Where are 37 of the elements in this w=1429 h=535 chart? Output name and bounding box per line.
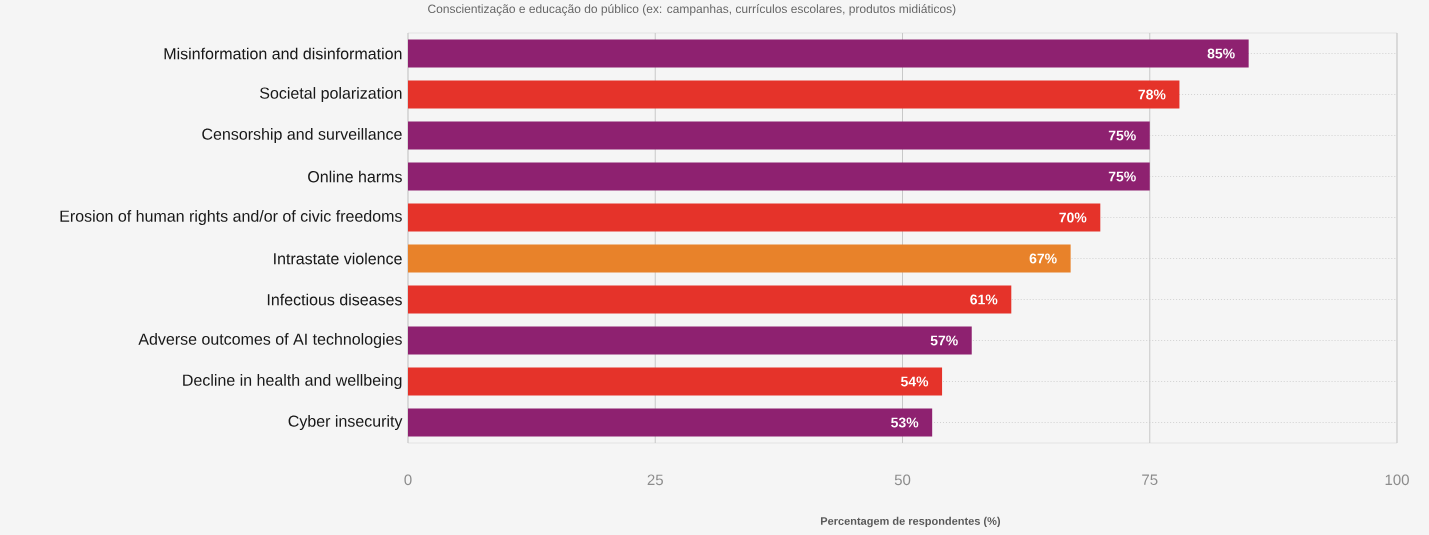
data-label: 85%: [1207, 48, 1235, 59]
y-tick-label: Online harms: [308, 170, 402, 183]
x-tick-label: 50: [894, 474, 911, 486]
x-tick-label: 25: [647, 474, 663, 486]
bar: [408, 408, 933, 437]
data-label: 61%: [970, 294, 998, 305]
y-tick-label: Decline in health and wellbeing: [183, 374, 402, 389]
bar: [408, 244, 1071, 273]
data-label: 54%: [900, 376, 929, 387]
y-tick-label: Infectious diseases: [267, 293, 402, 306]
y-tick-label: Societal polarization: [260, 87, 402, 102]
data-label: 75%: [1108, 171, 1136, 182]
data-label: 75%: [1108, 130, 1136, 141]
bar: [408, 203, 1101, 232]
data-label: 70%: [1059, 212, 1087, 223]
y-tick-label: Erosion of human rights and/or of civic freedoms: [60, 210, 402, 225]
bar: [408, 39, 1249, 68]
y-tick-label: Cyber insecurity: [288, 415, 403, 430]
data-label: 67%: [1029, 253, 1057, 264]
chart-title: Conscientização e educação do público (ex: campanhas, currículos escolares, produtos midiáticos): [428, 4, 956, 16]
bar: [408, 162, 1150, 191]
y-tick-label: Censorship and surveillance: [202, 128, 402, 143]
bar: [408, 121, 1150, 150]
bar: [408, 285, 1012, 314]
data-label: 57%: [930, 335, 958, 346]
x-tick-label: 100: [1385, 474, 1409, 486]
y-tick-label: Misinformation and disinformation: [164, 47, 402, 60]
bar: [408, 80, 1180, 109]
x-tick-label: 0: [404, 474, 412, 486]
x-tick-label: 75: [1142, 474, 1158, 485]
y-tick-label: Adverse outcomes of AI technologies: [138, 333, 402, 348]
bar: [408, 367, 943, 396]
x-axis-title: Percentagem de respondentes (%): [820, 516, 1001, 528]
bar: [408, 326, 972, 355]
data-label: 78%: [1138, 89, 1166, 100]
y-tick-label: Intrastate violence: [274, 252, 402, 265]
data-label: 53%: [891, 417, 919, 428]
